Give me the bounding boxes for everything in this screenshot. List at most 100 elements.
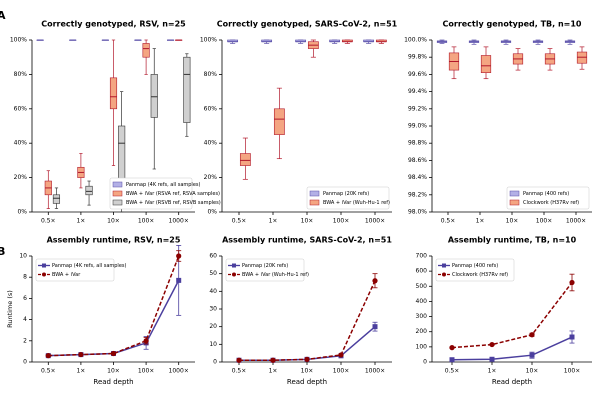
x-tick-label: 1000× bbox=[365, 368, 385, 375]
legend-marker bbox=[232, 263, 236, 268]
marker bbox=[372, 278, 378, 284]
line bbox=[451, 282, 573, 349]
y-tick-label: 40% bbox=[14, 140, 28, 147]
y-tick-label: 100.0% bbox=[404, 37, 427, 44]
x-tick-label: 10× bbox=[301, 368, 314, 375]
y-tick-label: 300 bbox=[416, 313, 428, 320]
legend-label: Panmap (20K refs) bbox=[242, 263, 288, 269]
legend-label: Panmap (4K refs, all samples) bbox=[126, 182, 201, 188]
chart-title: Assembly runtime, TB, n=10 bbox=[448, 236, 577, 245]
marker bbox=[372, 324, 378, 330]
marker bbox=[529, 352, 535, 358]
marker bbox=[449, 357, 455, 363]
marker bbox=[270, 357, 276, 363]
y-tick-label: 20% bbox=[204, 174, 218, 181]
y-tick-label: 0% bbox=[207, 209, 217, 216]
box bbox=[52, 194, 61, 204]
legend-marker bbox=[232, 272, 236, 277]
legend-label: BWA + iVar (Wuh-Hu-1 ref) bbox=[242, 272, 309, 278]
legend-frame bbox=[306, 186, 390, 210]
x-tick-label: 10× bbox=[107, 218, 120, 225]
box bbox=[109, 77, 118, 110]
y-tick-label: 40% bbox=[204, 140, 218, 147]
legend-swatch bbox=[309, 199, 320, 206]
x-tick-label: 100× bbox=[536, 218, 552, 225]
x-tick-label: 0.5× bbox=[445, 368, 460, 375]
y-tick-label: 10 bbox=[209, 341, 217, 348]
y-tick-label: 10 bbox=[19, 253, 27, 260]
legend-marker bbox=[442, 272, 446, 277]
marker bbox=[176, 277, 182, 283]
marker bbox=[569, 279, 575, 286]
legend-frame bbox=[435, 258, 515, 282]
panel-letter: B bbox=[0, 245, 5, 258]
y-tick-label: 600 bbox=[416, 268, 428, 275]
y-tick-label: 99.8% bbox=[408, 54, 427, 61]
box bbox=[239, 153, 251, 166]
x-tick-label: 1000× bbox=[365, 218, 385, 225]
y-tick-label: 100% bbox=[10, 37, 27, 44]
marker bbox=[304, 356, 310, 362]
legend-frame bbox=[35, 258, 115, 282]
box bbox=[273, 108, 285, 135]
legend-swatch bbox=[509, 190, 520, 197]
legend-frame bbox=[506, 186, 590, 210]
box bbox=[480, 55, 492, 73]
y-tick-label: 2 bbox=[23, 337, 27, 344]
y-tick-label: 99.4% bbox=[408, 88, 427, 95]
y-tick-label: 0 bbox=[423, 359, 427, 366]
legend-marker bbox=[442, 263, 446, 268]
legend-label: Panmap (400 refs) bbox=[523, 191, 569, 197]
legend-swatch bbox=[112, 190, 123, 197]
marker bbox=[489, 356, 495, 362]
y-tick-label: 98.6% bbox=[408, 157, 427, 164]
x-tick-label: 100× bbox=[138, 218, 154, 225]
legend-frame bbox=[109, 177, 193, 210]
y-tick-label: 99.6% bbox=[408, 71, 427, 78]
y-axis-label: Runtime (s) bbox=[6, 290, 14, 328]
x-tick-label: 10× bbox=[526, 368, 539, 375]
y-tick-label: 100 bbox=[416, 343, 428, 350]
y-tick-label: 98.2% bbox=[408, 191, 427, 198]
marker bbox=[45, 353, 51, 359]
x-axis-label: Read depth bbox=[492, 378, 532, 386]
y-tick-label: 100% bbox=[200, 37, 217, 44]
x-axis-label: Read depth bbox=[93, 378, 133, 386]
x-tick-label: 100× bbox=[138, 368, 154, 375]
x-tick-label: 1× bbox=[269, 368, 278, 375]
y-tick-label: 200 bbox=[416, 328, 428, 335]
chart-title: Correctly genotyped, SARS-CoV-2, n=51 bbox=[217, 20, 398, 29]
x-tick-label: 1× bbox=[76, 218, 85, 225]
line bbox=[239, 326, 376, 361]
x-tick-label: 1× bbox=[476, 218, 485, 225]
y-tick-label: 80% bbox=[14, 71, 28, 78]
legend-label: BWA + iVar (Wuh-Hu-1 ref) bbox=[323, 200, 390, 206]
x-tick-label: 10× bbox=[301, 218, 314, 225]
y-tick-label: 500 bbox=[416, 283, 428, 290]
y-tick-label: 400 bbox=[416, 298, 428, 305]
x-tick-label: 1000× bbox=[566, 218, 586, 225]
y-tick-label: 0% bbox=[17, 209, 27, 216]
legend-swatch bbox=[112, 181, 123, 188]
line bbox=[48, 280, 180, 357]
x-tick-label: 1× bbox=[76, 368, 85, 375]
x-tick-label: 0.5× bbox=[41, 368, 56, 375]
chart-title: Assembly runtime, RSV, n=25 bbox=[47, 236, 181, 245]
marker bbox=[143, 338, 149, 344]
line bbox=[239, 280, 376, 361]
marker bbox=[449, 345, 455, 351]
x-tick-label: 10× bbox=[506, 218, 519, 225]
marker bbox=[236, 357, 242, 363]
marker bbox=[489, 341, 495, 348]
x-tick-label: 0.5× bbox=[232, 368, 247, 375]
chart-title: Correctly genotyped, TB, n=10 bbox=[443, 20, 582, 29]
x-tick-label: 100× bbox=[333, 368, 349, 375]
line bbox=[48, 255, 180, 357]
x-tick-label: 1000× bbox=[169, 368, 189, 375]
y-tick-label: 0 bbox=[213, 359, 217, 366]
y-tick-label: 40 bbox=[209, 288, 217, 295]
x-tick-label: 0.5× bbox=[441, 218, 456, 225]
box bbox=[142, 43, 150, 58]
x-tick-label: 1× bbox=[488, 368, 497, 375]
